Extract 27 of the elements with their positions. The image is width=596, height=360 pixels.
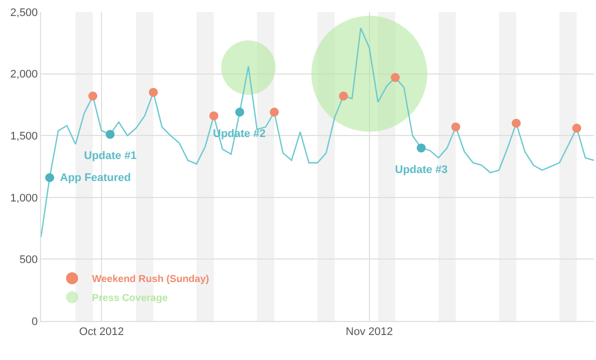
point: [106, 130, 115, 139]
y-tick-label: 2,500: [10, 6, 38, 19]
point: [390, 73, 400, 82]
point: [148, 88, 158, 97]
annotation: Update #3: [395, 164, 448, 176]
y-tick-label: 1,500: [10, 130, 38, 142]
y-tick-label: 1,000: [10, 192, 38, 204]
point: [209, 111, 218, 120]
point: [270, 108, 279, 117]
line-series: [41, 27, 594, 238]
legend-label: Weekend Rush (Sunday): [92, 274, 210, 286]
x-tick-label: Nov 2012: [346, 326, 393, 338]
x-tick-label: Oct 2012: [79, 326, 124, 338]
point: [235, 108, 244, 117]
point: [572, 124, 582, 133]
point: [416, 143, 426, 152]
point: [88, 92, 98, 101]
point: [451, 122, 460, 132]
point: [512, 118, 521, 128]
point: [45, 173, 54, 182]
y-tick-label: 500: [19, 254, 38, 266]
annotation: Update #1: [84, 150, 137, 162]
y-tick-label: 0: [32, 316, 38, 328]
legend-label: Press Coverage: [92, 293, 168, 304]
annotation: App Featured: [60, 172, 131, 184]
y-tick-label: 2,000: [10, 68, 38, 81]
point: [338, 92, 348, 101]
